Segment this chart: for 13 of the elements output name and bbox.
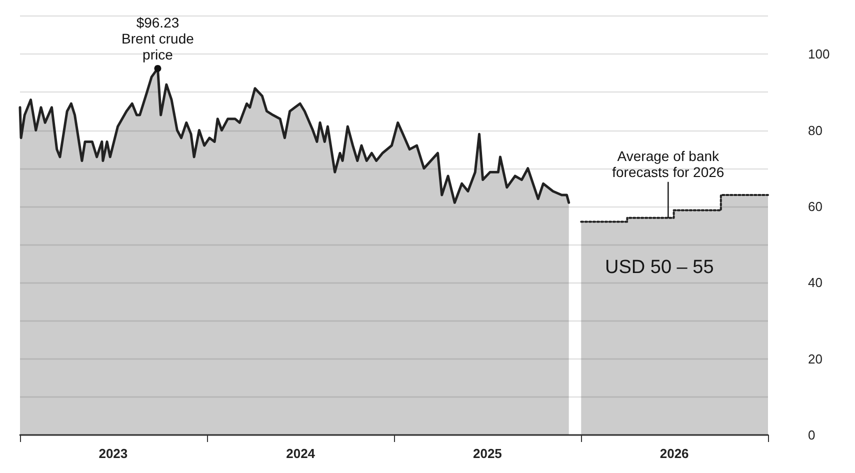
y-tick-label: 20 <box>808 351 822 366</box>
x-tick-label: 2023 <box>98 446 128 461</box>
annotation: USD 50 – 55 <box>605 257 714 278</box>
x-tick-label: 2025 <box>472 446 502 461</box>
y-tick-label: 40 <box>808 275 822 290</box>
x-tick-label: 2026 <box>660 446 689 461</box>
annotation: Average of bank forecasts for 2026 <box>612 148 724 180</box>
y-tick-label: 60 <box>808 198 822 214</box>
x-tick-label: 2024 <box>286 446 316 461</box>
y-tick-label: 80 <box>808 122 822 138</box>
y-tick-label: 100 <box>808 46 830 62</box>
annotation: $96.23 Brent crude price <box>122 14 194 62</box>
y-tick-label: 0 <box>808 428 816 442</box>
